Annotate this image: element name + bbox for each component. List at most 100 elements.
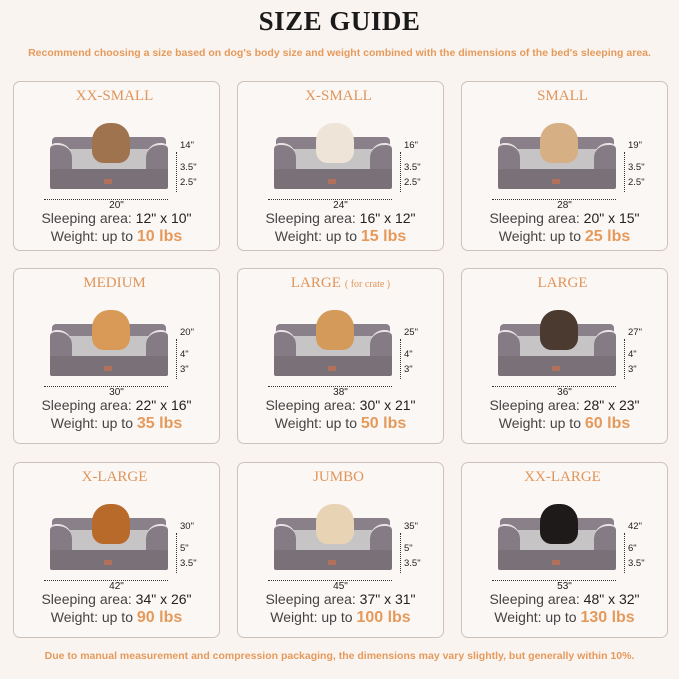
- width-dimension-line: [44, 386, 168, 387]
- height-dimension-line: [400, 533, 401, 573]
- bed-image: [498, 504, 616, 570]
- base-height: 2.5": [180, 177, 197, 188]
- size-name: X-LARGE: [14, 469, 219, 486]
- weight-value: 50 lbs: [360, 415, 407, 432]
- size-name: XX-SMALL: [14, 88, 219, 105]
- dog-image: [540, 123, 578, 163]
- total-height: 16": [404, 140, 418, 151]
- total-height: 19": [628, 140, 642, 151]
- sleeping-area: Sleeping area: 30" x 21": [265, 397, 416, 413]
- height-dimension-line: [624, 533, 625, 573]
- size-name: X-SMALL: [238, 88, 443, 105]
- width-dimension-line: [492, 386, 616, 387]
- bed-image: [50, 310, 168, 376]
- bolster-height: 5": [180, 543, 189, 554]
- size-card: X-LARGE 30" 5" 3.5" 42" Sleeping area: 3…: [13, 462, 220, 638]
- bolster-height: 3.5": [180, 162, 197, 173]
- subtitle: Recommend choosing a size based on dog's…: [28, 47, 651, 59]
- total-height: 42": [628, 521, 642, 532]
- total-height: 25": [404, 327, 418, 338]
- base-height: 2.5": [404, 177, 421, 188]
- height-dimension-line: [624, 152, 625, 192]
- width-dimension-line: [268, 580, 392, 581]
- weight-limit: Weight: up to 15 lbs: [274, 228, 407, 245]
- total-height: 20": [180, 327, 194, 338]
- base-height: 3": [628, 364, 637, 375]
- dog-image: [92, 310, 130, 350]
- sleeping-area-value: 16" x 12": [359, 210, 416, 226]
- height-dimension-line: [624, 339, 625, 379]
- bolster-height: 6": [628, 543, 637, 554]
- bed-width: 24": [333, 200, 348, 211]
- sleeping-area: Sleeping area: 37" x 31": [265, 591, 416, 607]
- weight-value: 10 lbs: [136, 228, 183, 245]
- bed-width: 20": [109, 200, 124, 211]
- size-label: SMALL: [537, 88, 588, 104]
- width-dimension-line: [492, 199, 616, 200]
- sleeping-area-value: 30" x 21": [359, 397, 416, 413]
- bed-width: 38": [333, 387, 348, 398]
- sleeping-area: Sleeping area: 20" x 15": [489, 210, 640, 226]
- bolster-height: 4": [404, 349, 413, 360]
- sleeping-area: Sleeping area: 16" x 12": [265, 210, 416, 226]
- bed-image: [274, 310, 392, 376]
- dog-image: [540, 310, 578, 350]
- weight-limit: Weight: up to 90 lbs: [50, 609, 183, 626]
- bolster-height: 5": [404, 543, 413, 554]
- height-dimension-line: [176, 152, 177, 192]
- height-dimension-line: [400, 339, 401, 379]
- width-dimension-line: [492, 580, 616, 581]
- total-height: 14": [180, 140, 194, 151]
- footer-note: Due to manual measurement and compressio…: [44, 650, 635, 662]
- weight-limit: Weight: up to 50 lbs: [274, 415, 407, 432]
- weight-value: 90 lbs: [136, 609, 183, 626]
- height-dimension-line: [176, 533, 177, 573]
- dog-image: [92, 504, 130, 544]
- weight-limit: Weight: up to 35 lbs: [50, 415, 183, 432]
- size-card: XX-LARGE 42" 6" 3.5" 53" Sleeping area: …: [461, 462, 668, 638]
- height-dimension-line: [400, 152, 401, 192]
- base-height: 2.5": [628, 177, 645, 188]
- size-name: MEDIUM: [14, 275, 219, 292]
- size-label: X-SMALL: [305, 88, 372, 104]
- sleeping-area: Sleeping area: 48" x 32": [489, 591, 640, 607]
- sleeping-area-value: 37" x 31": [359, 591, 416, 607]
- size-name: LARGE: [462, 275, 667, 292]
- sleeping-area-value: 22" x 16": [135, 397, 192, 413]
- size-label: XX-LARGE: [524, 469, 601, 485]
- size-name: XX-LARGE: [462, 469, 667, 486]
- weight-limit: Weight: up to 10 lbs: [50, 228, 183, 245]
- bed-image: [50, 123, 168, 189]
- size-card: MEDIUM 20" 4" 3" 30" Sleeping area: 22" …: [13, 268, 220, 444]
- bed-width: 53": [557, 581, 572, 592]
- bed-width: 42": [109, 581, 124, 592]
- bed-width: 45": [333, 581, 348, 592]
- bolster-height: 3.5": [404, 162, 421, 173]
- dog-image: [540, 504, 578, 544]
- bed-image: [498, 310, 616, 376]
- size-label: XX-SMALL: [75, 88, 154, 104]
- weight-value: 100 lbs: [356, 609, 411, 626]
- total-height: 27": [628, 327, 642, 338]
- sleeping-area-value: 20" x 15": [583, 210, 640, 226]
- size-label: LARGE: [537, 275, 588, 291]
- bed-width: 36": [557, 387, 572, 398]
- size-name: SMALL: [462, 88, 667, 105]
- cat-image: [92, 123, 130, 163]
- size-note: ( for crate ): [344, 279, 391, 290]
- size-label: MEDIUM: [83, 275, 146, 291]
- bed-image: [274, 123, 392, 189]
- bed-image: [498, 123, 616, 189]
- sleeping-area-value: 34" x 26": [135, 591, 192, 607]
- bed-width: 30": [109, 387, 124, 398]
- weight-value: 35 lbs: [136, 415, 183, 432]
- dog-image: [316, 123, 354, 163]
- weight-limit: Weight: up to 100 lbs: [270, 609, 411, 626]
- height-dimension-line: [176, 339, 177, 379]
- base-height: 3": [180, 364, 189, 375]
- weight-value: 130 lbs: [580, 609, 635, 626]
- size-card: LARGE( for crate ) 25" 4" 3" 38" Sleepin…: [237, 268, 444, 444]
- size-card: XX-SMALL 14" 3.5" 2.5" 20" Sleeping area…: [13, 81, 220, 251]
- weight-value: 25 lbs: [584, 228, 631, 245]
- total-height: 30": [180, 521, 194, 532]
